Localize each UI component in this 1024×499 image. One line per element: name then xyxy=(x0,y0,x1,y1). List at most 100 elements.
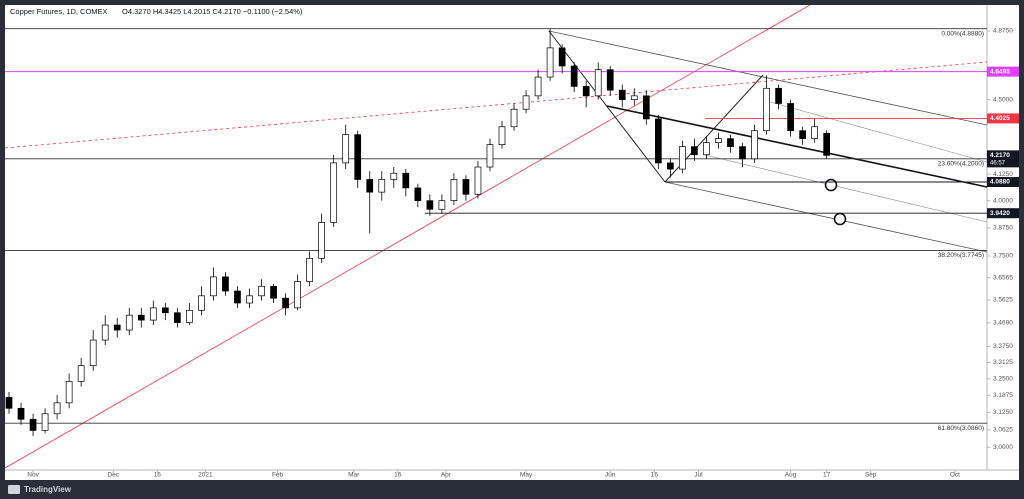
candle-body xyxy=(787,103,794,132)
ohlc-readout: O4.3270 H4.3425 L4.2015 C4.2170 −0.1100 … xyxy=(122,7,303,16)
candles xyxy=(5,28,831,437)
candle-body xyxy=(558,47,566,67)
candle-body xyxy=(594,69,602,97)
candle-body xyxy=(53,402,61,415)
x-tick-label: May xyxy=(520,472,533,479)
y-tick-label: 4.5000 xyxy=(993,96,1013,103)
candle-body xyxy=(366,179,374,193)
candle-body xyxy=(5,397,13,409)
price-box-label: 4.2170 xyxy=(990,152,1010,159)
price-box xyxy=(987,150,1019,168)
candle-body xyxy=(498,126,506,145)
x-tick-label: 16 xyxy=(394,472,402,479)
candle-body xyxy=(258,285,265,297)
candle-body xyxy=(198,295,205,311)
candle-body xyxy=(582,86,590,97)
countdown: 46:57 xyxy=(990,160,1006,166)
x-tick-label: Dec xyxy=(107,472,119,479)
candle-body xyxy=(727,138,734,148)
candle-body xyxy=(342,134,350,164)
candle-body xyxy=(823,132,831,156)
candle-body xyxy=(65,381,73,404)
candle-body xyxy=(486,144,494,168)
price-box-label: 4.4025 xyxy=(990,115,1010,122)
x-tick-label: Apr xyxy=(441,472,452,479)
target-circle xyxy=(833,212,847,226)
candle-body xyxy=(41,413,49,431)
candle-body xyxy=(775,87,782,104)
candle-body xyxy=(438,200,446,210)
price-box-label: 4.6495 xyxy=(990,68,1010,75)
candle-body xyxy=(642,95,650,120)
x-tick-label: 16 xyxy=(154,472,162,479)
footer-bar xyxy=(0,480,1024,499)
y-tick-label: 4.1250 xyxy=(993,171,1013,178)
y-tick-label: 3.2500 xyxy=(993,375,1013,382)
candle-body xyxy=(739,146,746,160)
candle-body xyxy=(125,314,133,331)
candle-body xyxy=(246,295,253,304)
y-tick-label: 3.6565 xyxy=(993,274,1013,281)
candle-body xyxy=(174,312,181,323)
y-tick-label: 3.8750 xyxy=(993,225,1013,232)
candle-body xyxy=(306,257,313,282)
candle-body xyxy=(234,290,241,304)
candle-body xyxy=(811,126,818,139)
channel-line xyxy=(548,30,988,126)
x-tick-label: 16 xyxy=(651,472,659,479)
x-tick-label: Mar xyxy=(348,472,360,479)
candle-body xyxy=(474,166,482,195)
candle-body xyxy=(161,307,169,314)
candle-body xyxy=(282,297,289,309)
price-box xyxy=(987,177,1019,188)
candle-body xyxy=(546,47,554,78)
candle-body xyxy=(763,87,770,132)
x-tick-label: 2021 xyxy=(198,472,213,479)
drawings xyxy=(4,4,988,469)
x-tick-label: Sep xyxy=(865,472,877,479)
candle-body xyxy=(390,172,398,180)
candle-body xyxy=(378,179,386,193)
y-tick-label: 3.3750 xyxy=(993,343,1013,350)
fib-label: 23.60%(4.2000) xyxy=(938,161,984,168)
candle-body xyxy=(402,172,410,189)
chart-area xyxy=(5,5,1019,480)
candle-body xyxy=(799,130,806,139)
levels: 0.00%(4.8880) 23.60%(4.2000) 38.20%(3.7745… xyxy=(5,28,1019,432)
price-box-label: 4.0880 xyxy=(990,179,1010,186)
y-tick-label: 3.4690 xyxy=(993,320,1013,327)
candle-body xyxy=(703,142,710,156)
candle-body xyxy=(667,162,674,170)
candle-body xyxy=(294,281,301,309)
candle-body xyxy=(522,95,530,110)
x-tick-label: Feb xyxy=(272,472,284,479)
candle-body xyxy=(679,146,686,170)
candle-body xyxy=(186,309,193,323)
candle-body xyxy=(414,187,422,202)
x-tick-label: Jul xyxy=(694,472,703,479)
candle-body xyxy=(270,285,277,299)
candle-body xyxy=(210,276,217,297)
target-circle xyxy=(824,178,838,192)
x-tick-label: Nov xyxy=(27,472,39,479)
price-box xyxy=(987,113,1019,124)
candle-body xyxy=(149,307,157,321)
y-tick-label: 3.5625 xyxy=(993,297,1013,304)
candle-body xyxy=(715,138,722,143)
candle-body xyxy=(29,418,37,431)
candle-body xyxy=(606,69,614,91)
y-tick-label: 3.1875 xyxy=(993,392,1013,399)
candle-body xyxy=(101,324,109,341)
fib-label: 0.00%(4.8880) xyxy=(941,30,984,37)
axes: 4.8750 4.5000 4.1250 4.0000 3.8750 3.7500 3.65… xyxy=(27,28,1013,479)
candle-body xyxy=(137,314,145,321)
y-tick-label: 3.7500 xyxy=(993,253,1013,260)
x-tick-label: Oct xyxy=(950,472,960,479)
price-box xyxy=(987,208,1019,219)
candle-body xyxy=(751,130,758,160)
y-tick-label: 4.0000 xyxy=(993,197,1013,204)
y-tick-label: 3.1250 xyxy=(993,409,1013,416)
x-tick-label: Aug xyxy=(785,472,797,479)
candle-body xyxy=(510,108,518,128)
